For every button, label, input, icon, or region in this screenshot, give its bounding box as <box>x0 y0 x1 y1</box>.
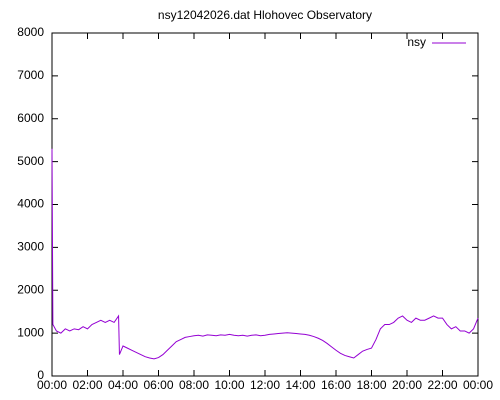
x-tick-label: 22:00 <box>427 378 457 392</box>
x-tick-label: 02:00 <box>72 378 102 392</box>
x-tick-label: 00:00 <box>37 378 67 392</box>
y-tick-label: 0 <box>37 368 44 382</box>
y-tick-label: 4000 <box>17 197 44 211</box>
legend-label: nsy <box>407 35 426 49</box>
x-tick-label: 10:00 <box>214 378 244 392</box>
x-tick-label: 12:00 <box>250 378 280 392</box>
y-tick-label: 6000 <box>17 111 44 125</box>
data-line <box>51 148 479 360</box>
y-tick-label: 3000 <box>17 240 44 254</box>
x-tick-label: 06:00 <box>143 378 173 392</box>
x-tick-label: 08:00 <box>179 378 209 392</box>
chart-title: nsy12042026.dat Hlohovec Observatory <box>158 8 372 22</box>
x-tick-label: 00:00 <box>463 378 493 392</box>
y-tick-label: 2000 <box>17 282 44 296</box>
x-tick-label: 18:00 <box>356 378 386 392</box>
x-tick-label: 04:00 <box>108 378 138 392</box>
y-tick-label: 1000 <box>17 325 44 339</box>
x-tick-label: 14:00 <box>285 378 315 392</box>
y-tick-label: 5000 <box>17 154 44 168</box>
x-tick-label: 16:00 <box>321 378 351 392</box>
x-tick-label: 20:00 <box>392 378 422 392</box>
y-tick-label: 8000 <box>17 25 44 39</box>
y-tick-label: 7000 <box>17 68 44 82</box>
